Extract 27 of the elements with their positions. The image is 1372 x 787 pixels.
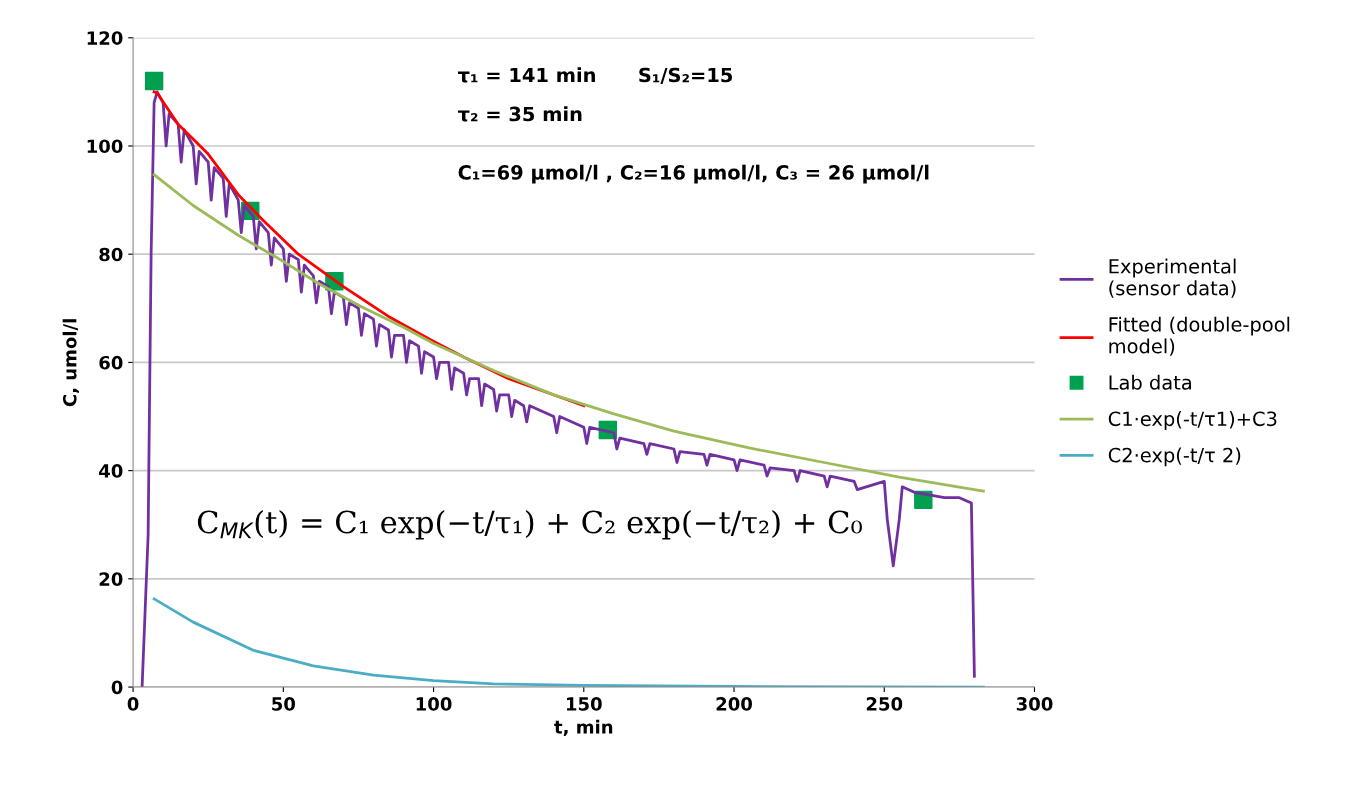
y-tick-label: 120: [87, 31, 123, 45]
y-tick-label: 0: [111, 680, 123, 695]
annotation: τ₁ = 141 min: [458, 67, 595, 83]
legend-label: C1·exp(-t/τ1)+C3: [1108, 411, 1277, 430]
legend-label: Lab data: [1109, 374, 1191, 390]
x-tick-label: 200: [716, 697, 752, 711]
x-tick-label: 250: [866, 697, 903, 711]
y-tick-label: 80: [99, 247, 123, 262]
y-axis-title: C, umol/l: [62, 319, 79, 407]
annotation: C₁=69 μmol/l , C₂=16 μmol/l, C₃ = 26 μmol/l: [458, 164, 929, 184]
legend-label: C2·exp(-t/τ 2): [1108, 447, 1241, 467]
point: [144, 71, 164, 91]
annotation: τ₂ = 35 min: [458, 106, 582, 122]
y-tick-label: 100: [87, 139, 123, 154]
x-tick-label: 100: [416, 697, 452, 711]
annotation: C$_{MK}$(t) = C₁ exp(−t/τ₁) + C₂ exp(−t/τ₂) + C₀: [197, 509, 862, 540]
y-tick-label: 40: [99, 464, 123, 478]
x-tick-label: 150: [566, 697, 602, 711]
x-axis-title: t, min: [554, 719, 613, 737]
y-tick-label: 20: [99, 572, 123, 586]
x-tick-label: 0: [127, 697, 139, 711]
x-tick-label: 300: [1016, 697, 1053, 711]
x-tick-label: 50: [272, 697, 296, 711]
y-tick-label: 60: [99, 355, 123, 370]
legend-label: Experimental (sensor data): [1109, 258, 1236, 298]
annotation: S₁/S₂=15: [639, 67, 733, 84]
legend-label: Fitted (double-pool model): [1109, 316, 1290, 356]
